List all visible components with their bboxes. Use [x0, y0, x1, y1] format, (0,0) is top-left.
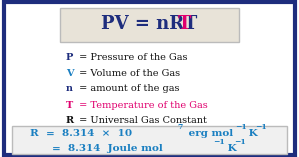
- Text: P: P: [66, 53, 73, 62]
- Text: erg mol: erg mol: [185, 129, 233, 138]
- FancyBboxPatch shape: [4, 2, 295, 155]
- Text: = Universal Gas Constant: = Universal Gas Constant: [76, 116, 207, 125]
- FancyBboxPatch shape: [12, 126, 287, 154]
- Text: =  8.314  Joule mol: = 8.314 Joule mol: [52, 144, 163, 153]
- Text: = Temperature of the Gas: = Temperature of the Gas: [76, 101, 208, 110]
- Text: = amount of the gas: = amount of the gas: [76, 84, 180, 93]
- Text: R: R: [66, 116, 74, 125]
- Text: −1: −1: [213, 138, 225, 146]
- Text: R  =  8.314  ×  10: R = 8.314 × 10: [30, 129, 132, 138]
- Text: K: K: [245, 129, 258, 138]
- Text: −1: −1: [234, 138, 245, 146]
- Text: T: T: [178, 15, 191, 33]
- FancyBboxPatch shape: [60, 8, 239, 42]
- Text: T: T: [66, 101, 73, 110]
- Text: V: V: [66, 68, 74, 78]
- Text: 7: 7: [177, 123, 182, 131]
- Text: = Volume of the Gas: = Volume of the Gas: [76, 68, 180, 78]
- Text: K: K: [224, 144, 237, 153]
- Text: PV = nRT: PV = nRT: [101, 15, 198, 33]
- Text: −1: −1: [235, 123, 246, 131]
- Text: −1: −1: [255, 123, 267, 131]
- Text: n: n: [66, 84, 73, 93]
- Text: = Pressure of the Gas: = Pressure of the Gas: [76, 53, 188, 62]
